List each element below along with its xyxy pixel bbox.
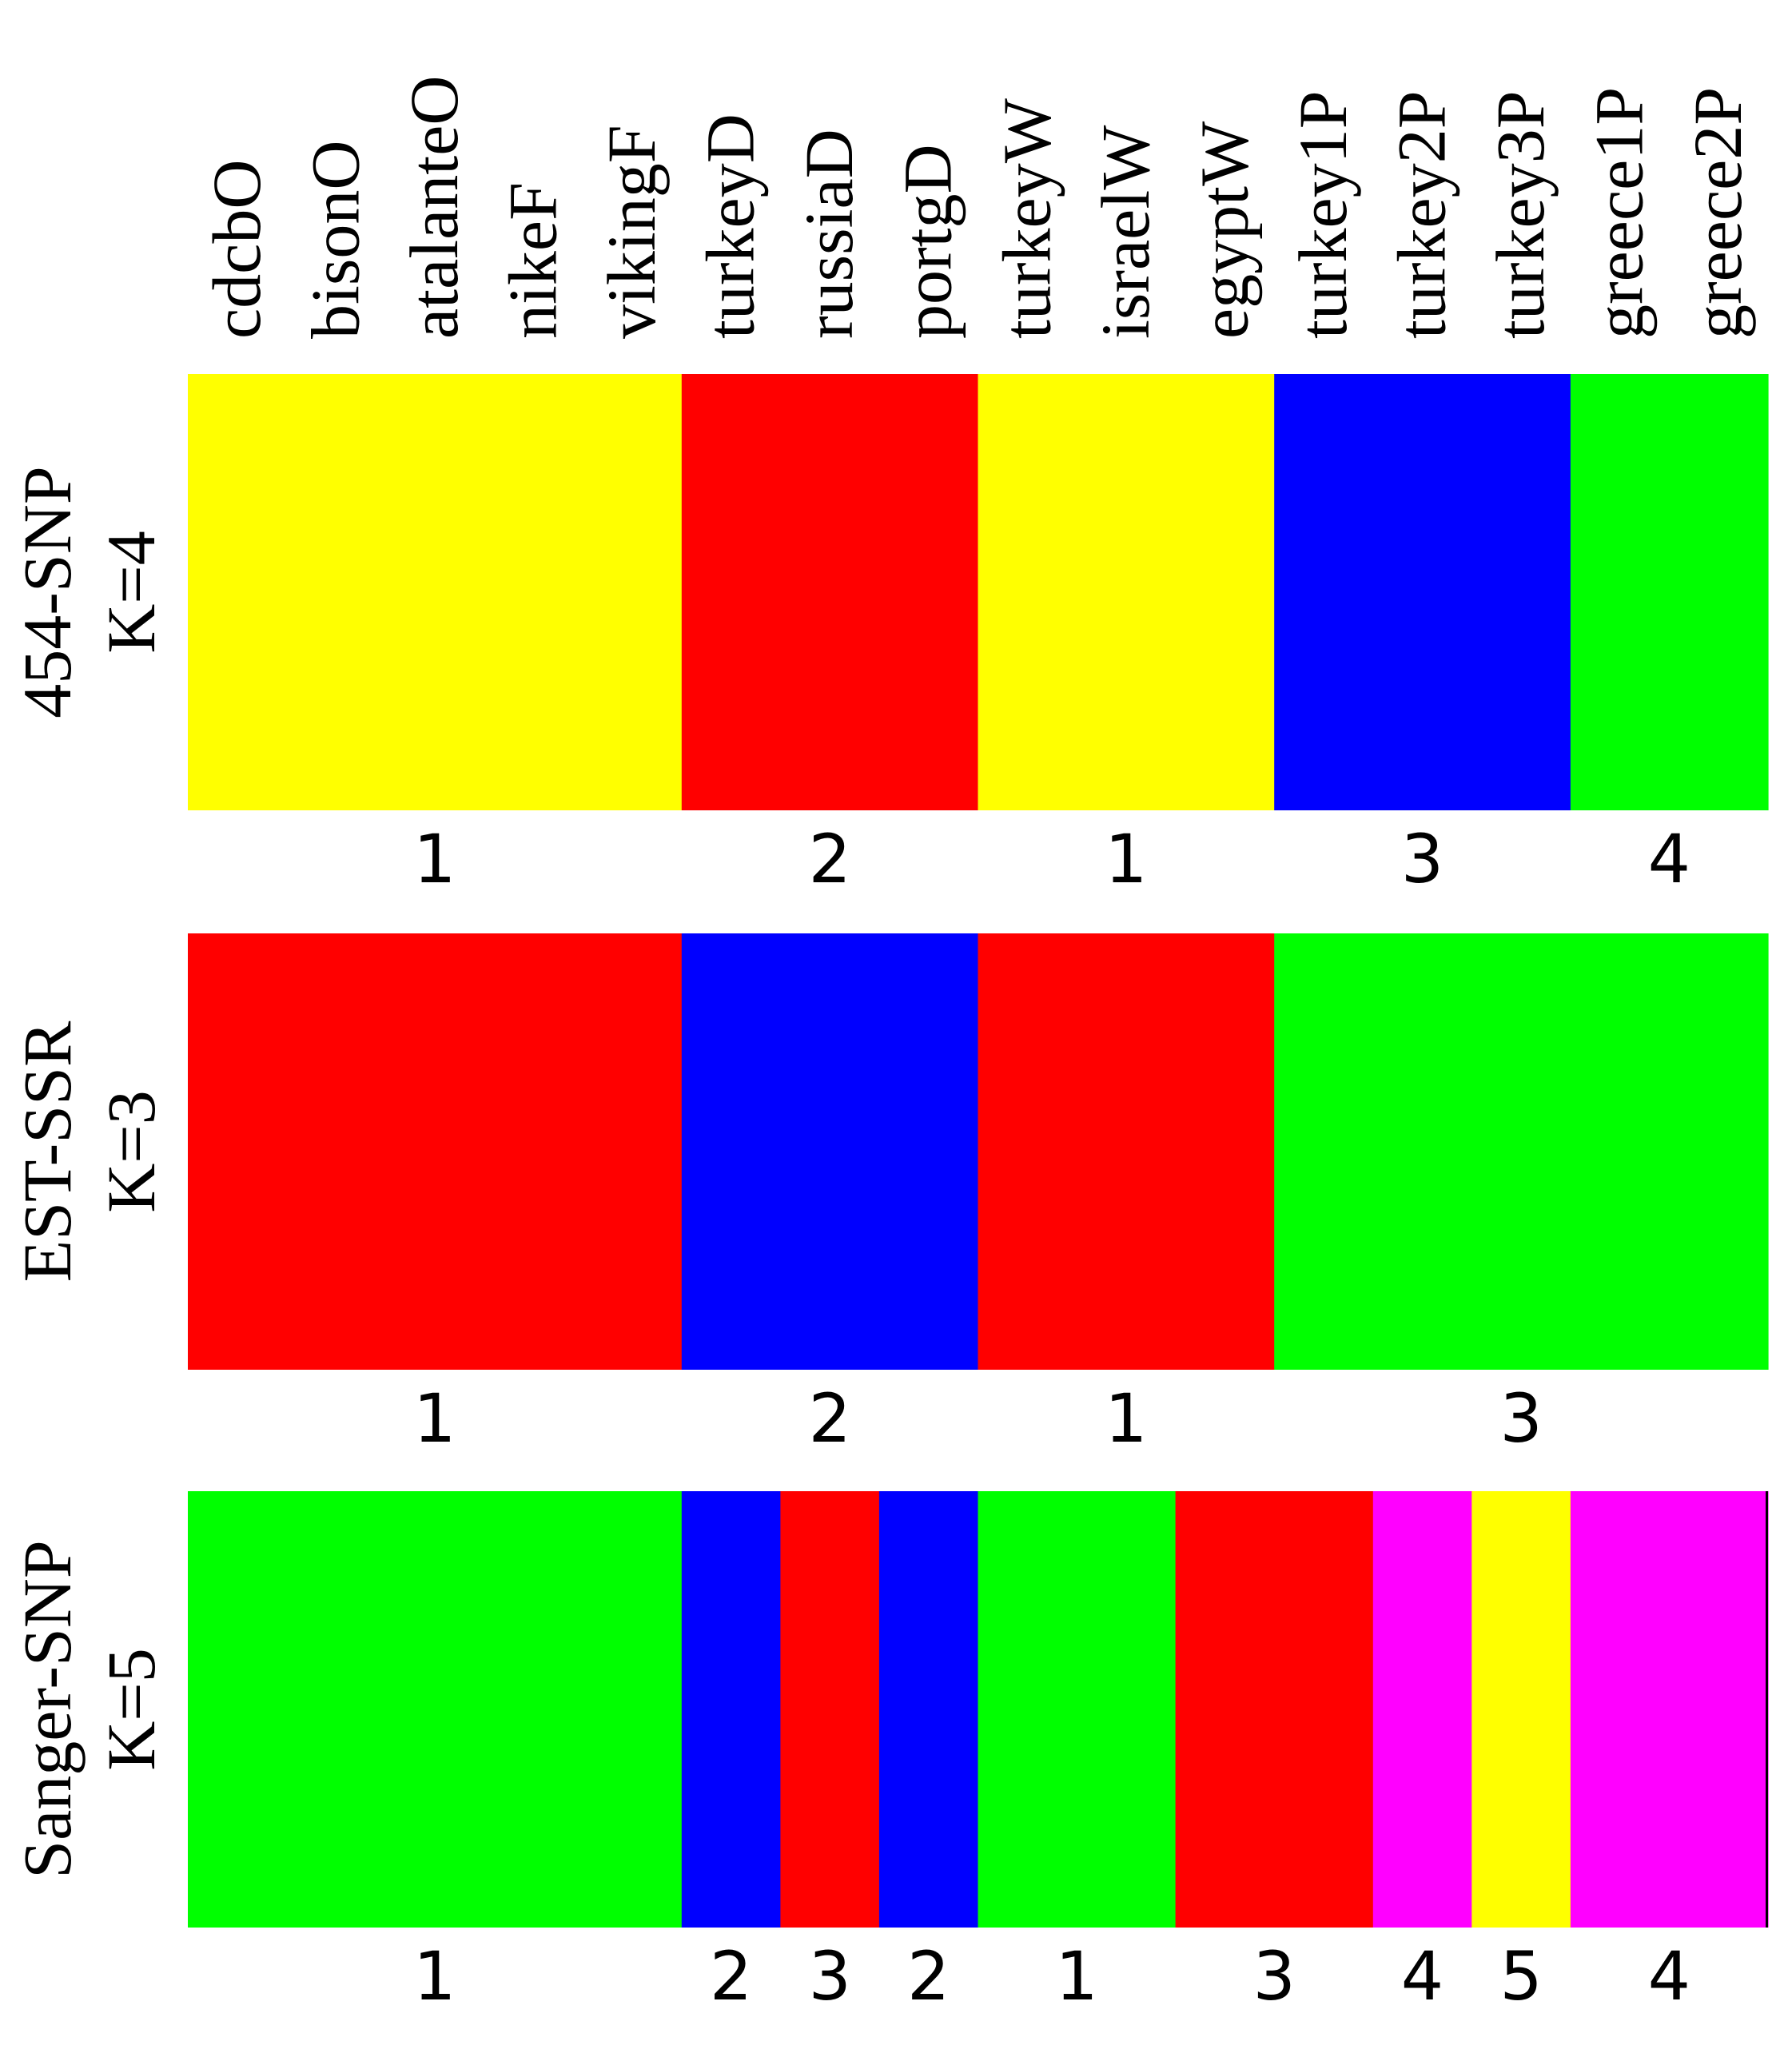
cluster-label: 2 — [710, 1937, 752, 2015]
cluster-label: 4 — [1648, 1937, 1690, 2015]
panel-label-k: K=3 — [93, 1090, 169, 1213]
sample-labels: cdcbO bisonO atalanteO nikeF vikingF turkeyD r… — [198, 76, 1756, 339]
cluster-label: 4 — [1648, 820, 1690, 898]
segment-green — [188, 1491, 683, 1928]
segment-yellow — [1471, 1491, 1571, 1928]
segment-red — [188, 933, 683, 1370]
panel-label-k: K=4 — [93, 531, 169, 654]
sample-label-turkey1P: turkey1P — [1284, 90, 1361, 339]
panel-right-edge — [1766, 1491, 1768, 1928]
sample-label-turkey3P: turkey3P — [1482, 90, 1559, 339]
panels: 454-SNP K=4 1 2 1 3 4 EST-SSR K=3 1 2 1 3 Sanger-SNP K… — [9, 374, 1769, 2015]
cluster-label: 2 — [808, 820, 850, 898]
sample-label-greece1P: greece1P — [1581, 87, 1658, 339]
cluster-label: 1 — [1105, 820, 1147, 898]
sample-label-turkeyD: turkeyD — [692, 113, 769, 339]
sample-label-russiaD: russiaD — [790, 129, 867, 339]
sample-label-nikeF: nikeF — [495, 182, 571, 339]
segment-red — [681, 374, 979, 810]
cluster-label: 1 — [413, 820, 456, 898]
segment-green — [1570, 374, 1769, 810]
segment-red — [780, 1491, 880, 1928]
sample-label-israelW: israelW — [1087, 125, 1164, 339]
segment-red — [1175, 1491, 1374, 1928]
segment-blue — [1274, 374, 1571, 810]
segment-blue — [681, 1491, 781, 1928]
sample-label-cdcbO: cdcbO — [198, 160, 275, 339]
panel-label-method: 454-SNP — [9, 466, 86, 718]
cluster-label: 5 — [1499, 1937, 1542, 2015]
sample-label-egyptW: egyptW — [1185, 121, 1262, 339]
segment-magenta — [1570, 1491, 1769, 1928]
segment-yellow — [978, 374, 1275, 810]
segment-green — [978, 1491, 1177, 1928]
cluster-label: 2 — [808, 1379, 850, 1458]
panel-est-ssr: EST-SSR K=3 1 2 1 3 — [9, 933, 1769, 1458]
segment-blue — [878, 1491, 979, 1928]
sample-label-turkey2P: turkey2P — [1384, 90, 1460, 339]
segment-yellow — [188, 374, 683, 810]
sample-label-portgD: portgD — [890, 144, 966, 339]
segment-green — [1274, 933, 1769, 1370]
cluster-label: 1 — [1055, 1937, 1097, 2015]
sample-label-turkeyW: turkeyW — [988, 98, 1065, 339]
cluster-label: 3 — [1252, 1937, 1295, 2015]
panel-sanger-snp: Sanger-SNP K=51 2 3 2 1 3 4 5 4 — [9, 1491, 1769, 2015]
sample-label-greece2P: greece2P — [1679, 87, 1756, 339]
sample-label-vikingF: vikingF — [593, 125, 670, 339]
cluster-label: 4 — [1401, 1937, 1444, 2015]
panel-label-k: K=5 — [93, 1648, 169, 1771]
segment-red — [978, 933, 1275, 1370]
cluster-label: 2 — [907, 1937, 950, 2015]
cluster-label: 1 — [1105, 1379, 1147, 1458]
cluster-label: 3 — [808, 1937, 850, 2015]
sample-label-atalanteO: atalanteO — [396, 76, 472, 339]
cluster-label: 3 — [1499, 1379, 1542, 1458]
panel-label-method: Sanger-SNP — [9, 1540, 86, 1879]
cluster-label: 3 — [1401, 820, 1444, 898]
sample-label-bisonO: bisonO — [297, 141, 373, 339]
panel-454-snp: 454-SNP K=4 1 2 1 3 4 — [9, 374, 1769, 898]
cluster-label: 1 — [413, 1937, 456, 2015]
segment-blue — [681, 933, 979, 1370]
panel-label-method: EST-SSR — [9, 1021, 86, 1282]
segment-magenta — [1372, 1491, 1472, 1928]
cluster-label: 1 — [413, 1379, 456, 1458]
